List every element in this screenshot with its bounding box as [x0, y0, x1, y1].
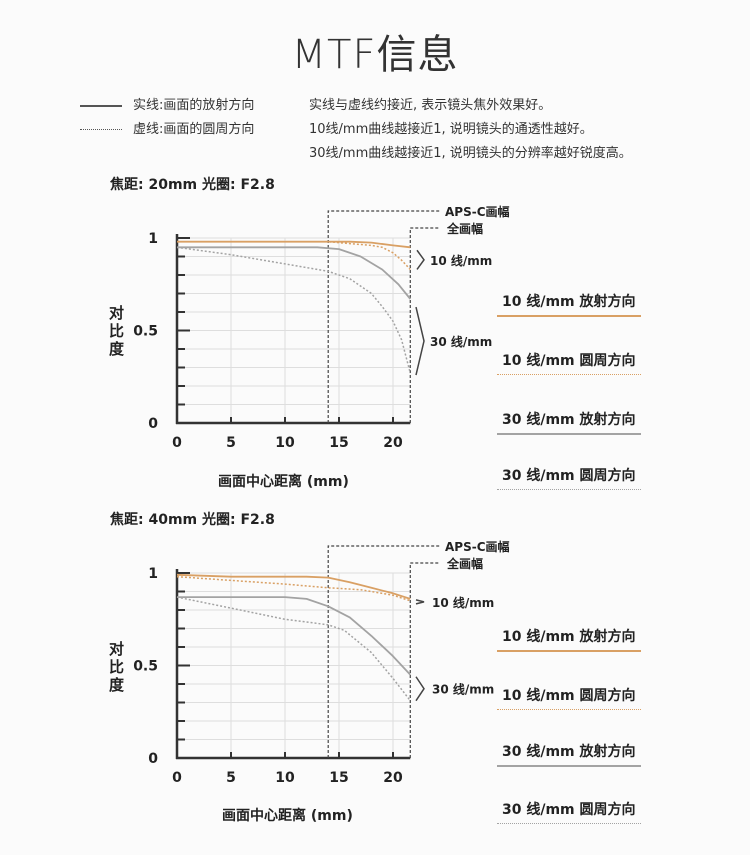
- legend-entry-label: 30 线/mm 圆周方向: [502, 802, 636, 818]
- series-line-2: [177, 596, 411, 676]
- x-tick-label: 20: [383, 770, 403, 786]
- apsc-label: APS-C画幅: [445, 539, 510, 554]
- bracket-30lp: [415, 676, 425, 702]
- x-tick-label: 10: [275, 435, 295, 451]
- legend-entry-swatch: [497, 374, 641, 375]
- y-tick-label: 0.5: [133, 659, 158, 675]
- page-title: MTF信息: [291, 32, 459, 78]
- x-tick-label: 15: [329, 770, 348, 786]
- x-tick-label: 20: [383, 435, 403, 451]
- legend-entry-label: 10 线/mm 圆周方向: [502, 688, 636, 704]
- chart-2-title: 焦距: 40mm 光圈: F2.8: [110, 512, 275, 528]
- y-tick-label: 0: [148, 416, 158, 432]
- chart-2-ylabel: 对比度: [109, 640, 125, 694]
- chart-1-ylabel: 对比度: [109, 304, 125, 358]
- fullframe-label: 全画幅: [446, 556, 483, 571]
- legend-dotted-label: 虚线:画面的圆周方向: [133, 122, 255, 137]
- fullframe-marker: [409, 227, 440, 423]
- chart-1-xlabel: 画面中心距离 (mm): [218, 474, 349, 490]
- note-1: 实线与虚线约接近, 表示镜头焦外效果好。: [309, 98, 552, 113]
- y-tick-label: 1: [148, 566, 158, 582]
- x-tick-label: 0: [172, 770, 182, 786]
- legend-entry-swatch: [497, 315, 641, 317]
- series-line-1: [176, 575, 411, 602]
- legend-entry-label: 30 线/mm 放射方向: [502, 412, 636, 428]
- apsc-frame-marker: [327, 210, 440, 423]
- fullframe-label: 全画幅: [446, 221, 483, 236]
- x-tick-label: 15: [329, 435, 348, 451]
- x-tick-label: 10: [275, 770, 295, 786]
- label-30lp: 30 线/mm: [430, 334, 492, 349]
- label-30lp: 30 线/mm: [432, 682, 494, 697]
- legend-entry-swatch: [497, 765, 641, 767]
- series-line-0: [176, 573, 411, 600]
- note-2: 10线/mm曲线越接近1, 说明镜头的通透性越好。: [309, 122, 593, 137]
- bracket-10lp: [416, 249, 425, 270]
- label-10lp: 10 线/mm: [430, 253, 492, 268]
- legend-entry-swatch: [497, 709, 641, 710]
- apsc-label: APS-C画幅: [445, 204, 510, 219]
- series-line-0: [177, 240, 411, 249]
- apsc-frame-marker: [327, 545, 440, 758]
- fullframe-marker: [409, 562, 440, 758]
- legend-entry-swatch: [497, 650, 641, 652]
- chart-1-title: 焦距: 20mm 光圈: F2.8: [110, 177, 275, 193]
- x-tick-label: 5: [226, 770, 236, 786]
- series-line-2: [177, 246, 411, 300]
- y-tick-label: 0: [148, 751, 158, 767]
- bracket-30lp: [415, 306, 425, 376]
- legend-entry-label: 30 线/mm 圆周方向: [502, 468, 636, 484]
- legend-entry-label: 10 线/mm 放射方向: [502, 294, 636, 310]
- y-tick-label: 1: [148, 231, 158, 247]
- legend-entry-swatch: [497, 433, 641, 435]
- legend-solid-line: [80, 105, 122, 107]
- note-3: 30线/mm曲线越接近1, 说明镜头的分辨率越好锐度高。: [309, 146, 632, 161]
- x-tick-label: 5: [226, 435, 236, 451]
- series-line-1: [177, 240, 411, 271]
- chart-2-xlabel: 画面中心距离 (mm): [222, 808, 353, 824]
- x-tick-label: 0: [172, 435, 182, 451]
- legend-dotted-line: [80, 129, 122, 130]
- legend-entry-label: 10 线/mm 圆周方向: [502, 353, 636, 369]
- legend-entry-label: 10 线/mm 放射方向: [502, 629, 636, 645]
- label-10lp: 10 线/mm: [432, 595, 494, 610]
- series-line-3: [176, 596, 411, 702]
- arrow-10lp: [415, 599, 425, 605]
- series-line-3: [176, 246, 412, 374]
- legend-entry-swatch: [497, 823, 641, 824]
- legend-entry-label: 30 线/mm 放射方向: [502, 744, 636, 760]
- legend-solid-label: 实线:画面的放射方向: [133, 98, 255, 113]
- legend-entry-swatch: [497, 489, 641, 490]
- y-tick-label: 0.5: [133, 324, 158, 340]
